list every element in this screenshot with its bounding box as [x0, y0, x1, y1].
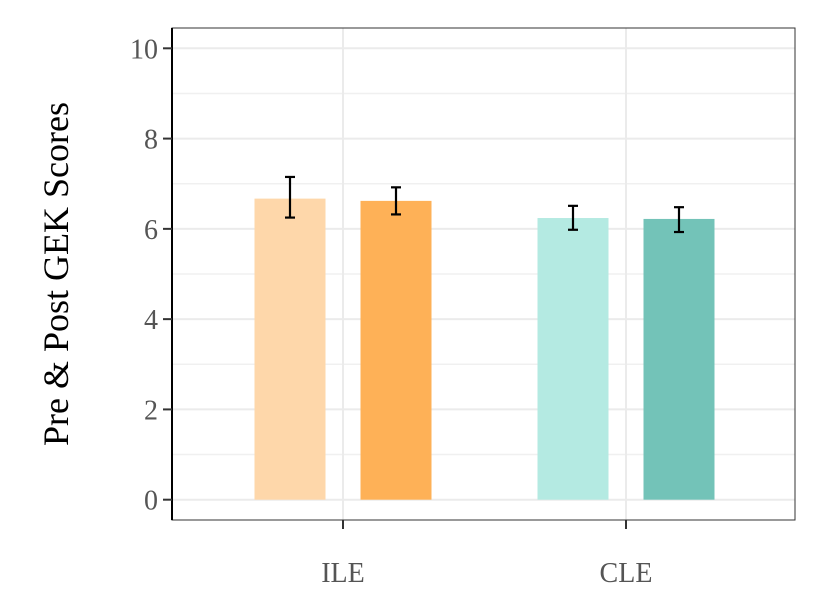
error-bar: [285, 175, 295, 219]
x-tick-label: CLE: [600, 558, 653, 589]
y-tick-label: 4: [144, 305, 158, 336]
axes: [171, 27, 796, 521]
x-tick-label: ILE: [321, 558, 365, 589]
y-tick-label: 0: [144, 486, 158, 517]
error-bar: [391, 186, 401, 216]
y-tick-label: 6: [144, 215, 158, 246]
bar: [360, 200, 432, 500]
bar: [254, 198, 326, 500]
error-bars: [285, 175, 684, 234]
bar: [537, 218, 609, 500]
y-tick-label: 2: [144, 395, 158, 426]
bar: [643, 218, 715, 500]
y-tick-label: 10: [130, 34, 158, 65]
error-bar: [568, 204, 578, 231]
error-bar: [674, 206, 684, 234]
bars: [254, 198, 715, 500]
y-axis-ticks: 0 2 4 6 8 10: [130, 34, 172, 517]
y-axis-title: Pre & Post GEK Scores: [36, 102, 76, 446]
x-axis-ticks: ILE CLE: [321, 520, 652, 589]
y-tick-label: 8: [144, 125, 158, 156]
